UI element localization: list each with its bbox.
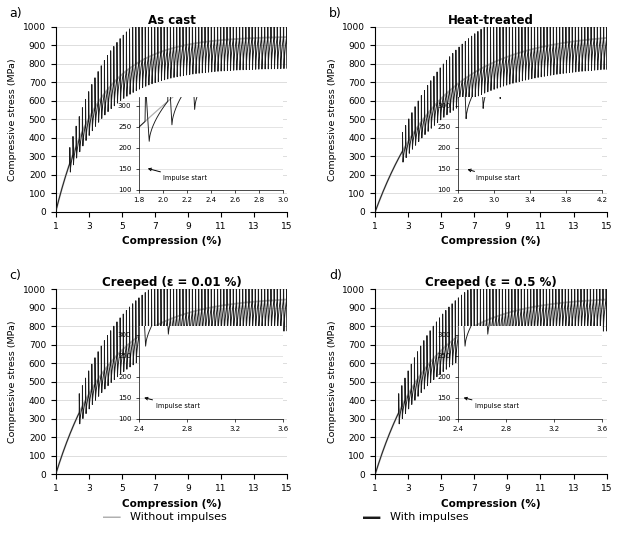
- Y-axis label: Compressive stress (MPa): Compressive stress (MPa): [9, 321, 17, 443]
- Title: Heat-treated: Heat-treated: [448, 14, 534, 27]
- Text: c): c): [9, 269, 21, 282]
- Title: Creeped (ε = 0.5 %): Creeped (ε = 0.5 %): [425, 277, 556, 289]
- Text: b): b): [329, 6, 342, 19]
- Y-axis label: Compressive stress (MPa): Compressive stress (MPa): [328, 321, 337, 443]
- Text: —: —: [102, 508, 121, 527]
- Title: As cast: As cast: [147, 14, 196, 27]
- Y-axis label: Compressive stress (MPa): Compressive stress (MPa): [328, 58, 337, 181]
- Text: d): d): [329, 269, 342, 282]
- Text: With impulses: With impulses: [390, 513, 469, 522]
- Y-axis label: Compressive stress (MPa): Compressive stress (MPa): [9, 58, 17, 181]
- Text: a): a): [9, 6, 22, 19]
- X-axis label: Compression (%): Compression (%): [122, 236, 221, 246]
- Text: —: —: [361, 508, 381, 527]
- X-axis label: Compression (%): Compression (%): [441, 236, 540, 246]
- Title: Creeped (ε = 0.01 %): Creeped (ε = 0.01 %): [102, 277, 241, 289]
- Text: Without impulses: Without impulses: [130, 513, 227, 522]
- X-axis label: Compression (%): Compression (%): [122, 499, 221, 509]
- X-axis label: Compression (%): Compression (%): [441, 499, 540, 509]
